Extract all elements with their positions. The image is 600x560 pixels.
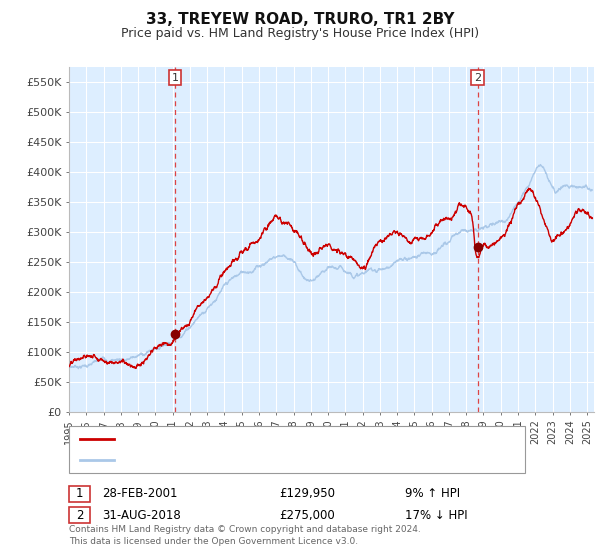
Text: 1: 1	[76, 487, 83, 501]
Text: Price paid vs. HM Land Registry's House Price Index (HPI): Price paid vs. HM Land Registry's House …	[121, 27, 479, 40]
Text: Contains HM Land Registry data © Crown copyright and database right 2024.
This d: Contains HM Land Registry data © Crown c…	[69, 525, 421, 546]
Text: 9% ↑ HPI: 9% ↑ HPI	[405, 487, 460, 501]
Text: 17% ↓ HPI: 17% ↓ HPI	[405, 508, 467, 522]
Text: 28-FEB-2001: 28-FEB-2001	[102, 487, 178, 501]
Text: HPI: Average price, detached house, Cornwall: HPI: Average price, detached house, Corn…	[118, 455, 373, 465]
Text: £275,000: £275,000	[279, 508, 335, 522]
Text: 2: 2	[76, 508, 83, 522]
Text: 33, TREYEW ROAD, TRURO, TR1 2BY: 33, TREYEW ROAD, TRURO, TR1 2BY	[146, 12, 454, 27]
Text: £129,950: £129,950	[279, 487, 335, 501]
Text: 2: 2	[474, 73, 481, 82]
Text: 31-AUG-2018: 31-AUG-2018	[102, 508, 181, 522]
Text: 1: 1	[172, 73, 179, 82]
Text: 33, TREYEW ROAD, TRURO, TR1 2BY (detached house): 33, TREYEW ROAD, TRURO, TR1 2BY (detache…	[118, 434, 422, 444]
